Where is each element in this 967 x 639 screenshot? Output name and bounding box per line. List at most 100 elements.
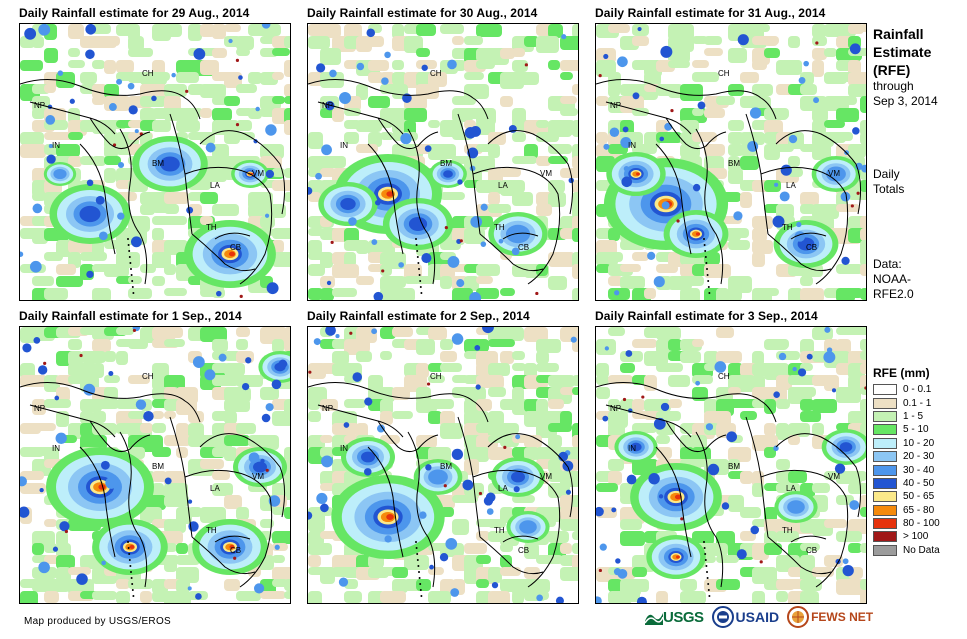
legend-label: 50 - 65 — [903, 491, 935, 503]
usaid-seal-icon — [711, 606, 734, 628]
legend-swatch — [873, 397, 897, 409]
legend-swatch — [873, 491, 897, 503]
legend-label: > 100 — [903, 531, 929, 543]
legend-item: 65 - 80 — [873, 504, 940, 517]
country-label-vm: VM — [252, 169, 264, 178]
legend-item: 80 - 100 — [873, 517, 940, 530]
usaid-logo: USAID — [711, 606, 780, 628]
legend-item: > 100 — [873, 530, 940, 543]
legend-swatch — [873, 437, 897, 449]
country-label-cb: CB — [230, 546, 241, 555]
country-label-np: NP — [322, 101, 333, 110]
country-label-ch: CH — [430, 69, 442, 78]
legend-label: 20 - 30 — [903, 451, 935, 463]
country-label-cb: CB — [806, 243, 817, 252]
country-label-np: NP — [34, 404, 45, 413]
country-label-cb: CB — [518, 546, 529, 555]
map-credit: Map produced by USGS/EROS — [24, 616, 172, 627]
legend-swatch — [873, 504, 897, 516]
legend-label: 80 - 100 — [903, 518, 940, 530]
country-label-cb: CB — [806, 546, 817, 555]
usgs-logo-text: USGS — [663, 608, 704, 626]
country-label-ch: CH — [142, 69, 154, 78]
legend-swatch — [873, 410, 897, 422]
country-label-in: IN — [52, 141, 60, 150]
country-label-bm: BM — [728, 159, 740, 168]
sidebar-date: Sep 3, 2014 — [873, 94, 938, 108]
country-label-la: LA — [786, 181, 796, 190]
sidebar-title-line3: (RFE) — [873, 62, 911, 78]
legend-item: No Data — [873, 544, 940, 557]
sidebar-source-line1: NOAA- — [873, 272, 912, 286]
panel-title: Daily Rainfall estimate for 1 Sep., 2014 — [19, 309, 242, 323]
legend-item: 10 - 20 — [873, 437, 940, 450]
sidebar-daily: Daily — [873, 167, 900, 181]
fewsnet-logo-text: FEWS NET — [811, 610, 874, 624]
country-label-bm: BM — [152, 159, 164, 168]
legend-label: 0 - 0.1 — [903, 384, 932, 396]
country-label-np: NP — [610, 404, 621, 413]
rainfall-map: CH NP IN BM LA VM TH CB — [595, 23, 867, 301]
country-label-np: NP — [610, 101, 621, 110]
country-label-vm: VM — [540, 472, 552, 481]
country-label-bm: BM — [728, 462, 740, 471]
legend-label: 5 - 10 — [903, 424, 929, 436]
legend-swatch — [873, 384, 897, 396]
country-label-in: IN — [628, 444, 636, 453]
country-label-vm: VM — [828, 169, 840, 178]
country-label-cb: CB — [518, 243, 529, 252]
sidebar-data-label: Data: — [873, 257, 902, 271]
usgs-wave-icon — [645, 613, 663, 625]
legend-swatch — [873, 464, 897, 476]
country-label-th: TH — [206, 223, 217, 232]
sidebar-title-line1: Rainfall — [873, 26, 924, 42]
country-label-np: NP — [34, 101, 45, 110]
country-label-th: TH — [782, 526, 793, 535]
panel-title: Daily Rainfall estimate for 29 Aug., 201… — [19, 6, 250, 20]
country-label-ch: CH — [142, 372, 154, 381]
legend-item: 20 - 30 — [873, 450, 940, 463]
legend-label: No Data — [903, 544, 940, 556]
country-label-la: LA — [786, 484, 796, 493]
country-label-th: TH — [206, 526, 217, 535]
rainfall-map: CH NP IN BM LA VM TH CB — [19, 23, 291, 301]
legend-item: 40 - 50 — [873, 477, 940, 490]
country-label-th: TH — [494, 223, 505, 232]
country-label-ch: CH — [718, 69, 730, 78]
sidebar-period: Daily Totals — [873, 167, 904, 197]
legend-label: 1 - 5 — [903, 410, 924, 422]
sidebar-source-line2: RFE2.0 — [873, 287, 914, 301]
sidebar-heading: Rainfall Estimate (RFE) through Sep 3, 2… — [873, 25, 938, 109]
country-label-bm: BM — [440, 462, 452, 471]
legend-swatch — [873, 477, 897, 489]
country-label-vm: VM — [540, 169, 552, 178]
legend-swatch — [873, 518, 897, 530]
legend-label: 65 - 80 — [903, 504, 935, 516]
legend-label: 30 - 40 — [903, 464, 935, 476]
panel-title: Daily Rainfall estimate for 31 Aug., 201… — [595, 6, 826, 20]
country-label-in: IN — [340, 444, 348, 453]
sidebar-totals: Totals — [873, 182, 905, 196]
legend-label: 10 - 20 — [903, 437, 935, 449]
legend-item: 1 - 5 — [873, 410, 940, 423]
country-label-bm: BM — [152, 462, 164, 471]
country-label-np: NP — [322, 404, 333, 413]
legend-item: 0.1 - 1 — [873, 396, 940, 409]
country-label-th: TH — [494, 526, 505, 535]
country-label-in: IN — [340, 141, 348, 150]
panel-title: Daily Rainfall estimate for 3 Sep., 2014 — [595, 309, 818, 323]
country-label-ch: CH — [718, 372, 730, 381]
legend-item: 30 - 40 — [873, 463, 940, 476]
country-label-in: IN — [628, 141, 636, 150]
country-label-la: LA — [210, 484, 220, 493]
usgs-logo: USGS — [645, 609, 704, 626]
legend-label: 0.1 - 1 — [903, 397, 932, 409]
usaid-logo-text: USAID — [735, 609, 780, 625]
legend-title: RFE (mm) — [873, 366, 930, 380]
country-label-la: LA — [498, 484, 508, 493]
sidebar-source: Data: NOAA- RFE2.0 — [873, 257, 914, 302]
legend-item: 50 - 65 — [873, 490, 940, 503]
country-label-la: LA — [210, 181, 220, 190]
country-label-cb: CB — [230, 243, 241, 252]
